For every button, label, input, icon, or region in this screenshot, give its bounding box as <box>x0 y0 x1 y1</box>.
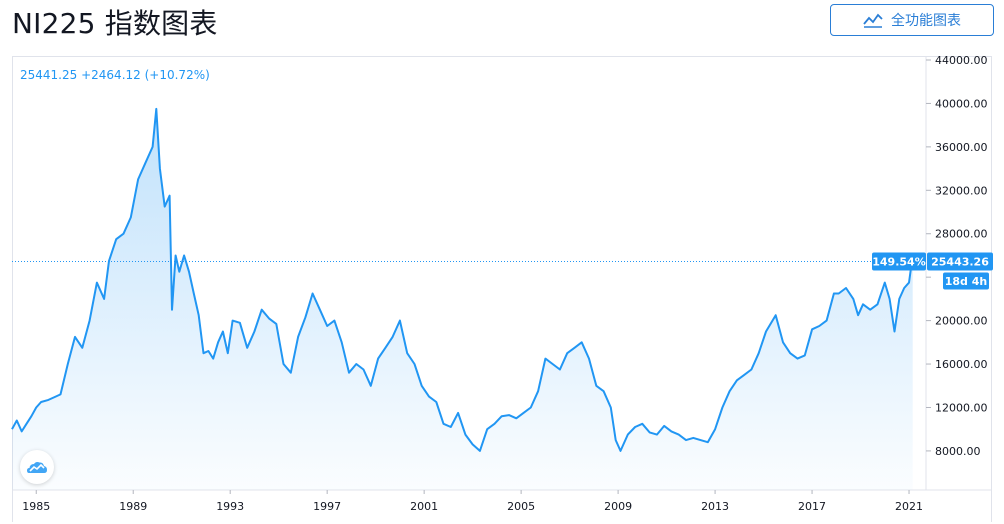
y-tick-label: 32000.00 <box>935 184 988 197</box>
x-tick-label: 2001 <box>410 500 438 513</box>
time-axis[interactable]: 1985 1989 1993 1997 2001 2005 2009 2013 2017 2021 <box>22 490 923 513</box>
x-tick-label: 1997 <box>313 500 341 513</box>
x-tick-label: 2009 <box>604 500 632 513</box>
series-line[interactable] <box>11 107 914 452</box>
series-area-fill <box>12 108 913 491</box>
x-tick-label: 2021 <box>895 500 923 513</box>
y-tick-label: 28000.00 <box>935 228 988 241</box>
chart-frame <box>12 56 992 522</box>
percent-label: 149.54% <box>872 255 925 268</box>
y-tick-label: 40000.00 <box>935 97 988 110</box>
x-tick-label: 2013 <box>701 500 729 513</box>
chart-icon <box>863 13 883 28</box>
page-title: NI225 指数图表 <box>12 7 218 40</box>
x-tick-label: 1993 <box>216 500 244 513</box>
fullscreen-chart-label: 全功能图表 <box>891 13 961 29</box>
price-axis[interactable]: 8000.00 12000.00 16000.00 20000.00 28000.00 3… <box>926 54 988 458</box>
price-change: +2464.12 <box>81 68 141 82</box>
y-tick-label: 20000.00 <box>935 315 988 328</box>
countdown-label-bg <box>943 272 989 290</box>
price-label: 25443.26 <box>931 255 989 268</box>
quote-line: 25441.25 +2464.12 (+10.72%) <box>20 68 210 82</box>
y-tick-label: 8000.00 <box>935 445 981 458</box>
x-tick-label: 2005 <box>507 500 535 513</box>
price-label-bg <box>927 252 993 271</box>
countdown-label: 18d 4h <box>945 275 988 288</box>
tradingview-logo[interactable] <box>20 450 54 484</box>
x-tick-label: 2017 <box>798 500 826 513</box>
y-tick-label: 12000.00 <box>935 401 988 414</box>
last-price: 25441.25 <box>20 68 78 82</box>
x-tick-label: 1985 <box>22 500 50 513</box>
y-tick-label: 16000.00 <box>935 358 988 371</box>
price-change-percent: (+10.72%) <box>144 68 210 82</box>
cloud-chart-icon <box>27 462 47 473</box>
y-tick-label: 36000.00 <box>935 141 988 154</box>
percent-label-bg <box>872 252 926 271</box>
fullscreen-chart-button[interactable]: 全功能图表 <box>830 4 994 36</box>
y-tick-label: 44000.00 <box>935 54 988 67</box>
x-tick-label: 1989 <box>119 500 147 513</box>
